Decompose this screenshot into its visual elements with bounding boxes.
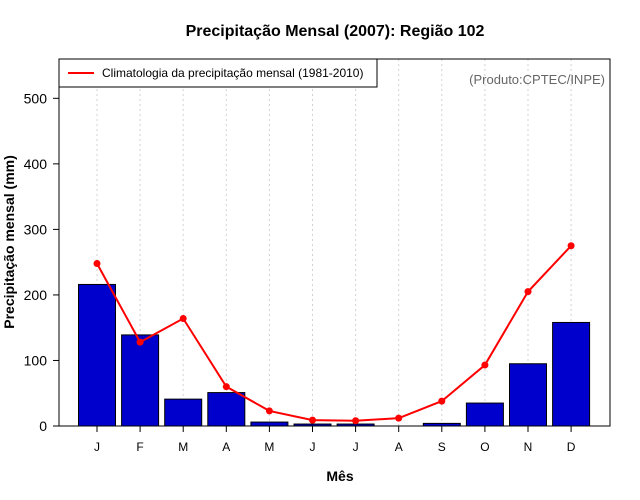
climatology-point-8 [438,397,446,405]
source-note: (Produto:CPTEC/INPE) [469,72,605,87]
bar-2 [164,398,203,427]
x-tick-label-6: J [353,440,359,454]
x-tick-label-0: J [94,440,100,454]
y-axis: 0 100 200 300 400 500 [24,90,60,434]
climatology-point-4 [265,407,273,415]
y-tick-label-3: 300 [24,221,48,237]
bar-10 [509,363,547,427]
climatology-line [96,245,572,422]
bar-11 [552,321,591,427]
x-tick-label-10: N [524,440,533,454]
climatology-point-1 [136,338,144,346]
x-tick-label-5: J [310,440,316,454]
y-tick-label-5: 500 [24,90,48,106]
x-tick-label-11: D [567,440,576,454]
chart-title: Precipitação Mensal (2007): Região 102 [186,23,485,40]
x-tick-label-2: M [178,440,188,454]
y-axis-title: Precipitação mensal (mm) [1,155,17,329]
y-tick-label-0: 0 [39,418,47,434]
y-tick-label-1: 100 [24,352,48,368]
bar-9 [465,402,504,427]
climatology-point-9 [481,361,489,369]
climatology-point-0 [93,259,101,267]
x-tick-label-9: O [480,440,489,454]
bar-4 [250,421,289,427]
climatology-point-11 [567,242,575,250]
climatology-point-5 [309,416,316,424]
y-tick-label-2: 200 [24,287,48,303]
climatology-point-2 [179,315,187,323]
bar-1 [121,334,160,427]
climatology-point-10 [524,288,532,296]
x-tick-label-8: S [438,440,446,454]
x-tick-label-4: M [264,440,274,454]
x-tick-label-7: A [395,440,403,454]
bars-group [78,283,591,427]
climatology-line-group [93,242,575,425]
x-axis-title: Mês [326,468,353,484]
bar-0 [78,283,116,427]
legend-label: Climatologia da precipitação mensal (198… [102,66,363,80]
climatology-point-7 [395,414,403,422]
legend: Climatologia da precipitação mensal (198… [58,58,378,88]
x-tick-label-3: A [222,440,230,454]
climatology-point-6 [352,417,360,425]
grid-lines [96,59,572,426]
climatology-point-3 [222,383,230,391]
x-tick-label-1: F [136,440,143,454]
y-tick-label-4: 400 [24,156,48,172]
bar-3 [207,392,246,427]
legend-box [58,58,378,88]
